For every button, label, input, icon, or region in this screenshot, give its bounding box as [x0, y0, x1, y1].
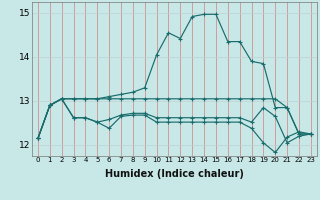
X-axis label: Humidex (Indice chaleur): Humidex (Indice chaleur): [105, 169, 244, 179]
